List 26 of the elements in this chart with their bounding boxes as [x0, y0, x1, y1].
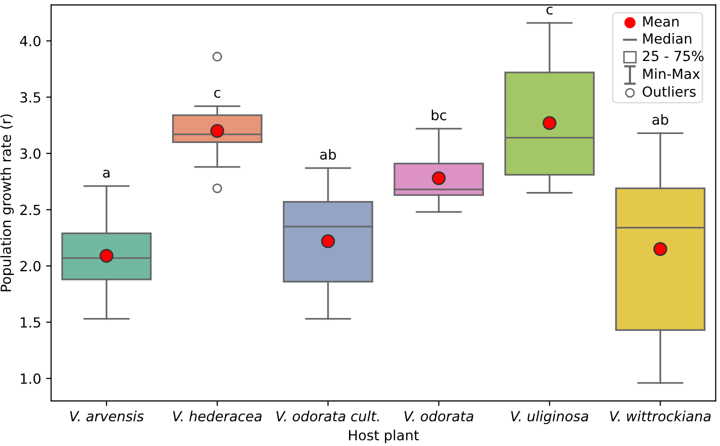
y-axis-title: Population growth rate (r) [0, 114, 14, 292]
annotation: Min-Max [643, 68, 700, 80]
annotation: Outliers [642, 86, 696, 97]
x-tick-label: V. arvensis [70, 410, 144, 422]
annotation: a [103, 170, 110, 178]
y-tick-label: 3.5 [20, 92, 40, 103]
annotation: ab [652, 114, 668, 125]
x-tick-label: V. odorata cult. [276, 410, 379, 422]
y-tick-label: 4.0 [20, 36, 40, 46]
annotation: bc [432, 110, 446, 120]
annotation: ab [320, 148, 336, 160]
annotation: Median [643, 33, 692, 44]
x-axis-title: Host plant [349, 430, 419, 444]
annotation: Mean [643, 16, 679, 27]
y-tick-label: 1.5 [20, 317, 40, 328]
x-tick-label: V. wittrockiana [610, 410, 711, 422]
y-tick-label: 3.0 [20, 148, 40, 159]
annotation: c [214, 90, 220, 98]
x-tick-label: V. uliginosa [511, 410, 588, 424]
y-tick-label: 2.5 [20, 204, 40, 216]
x-tick-label: V. odorata [404, 410, 474, 422]
y-tick-label: 2.0 [20, 260, 40, 272]
annotation: c [546, 6, 552, 15]
annotation: 25 - 75% [642, 50, 704, 62]
y-tick-label: 1.0 [20, 373, 40, 384]
x-tick-label: V. hederacea [173, 410, 262, 422]
